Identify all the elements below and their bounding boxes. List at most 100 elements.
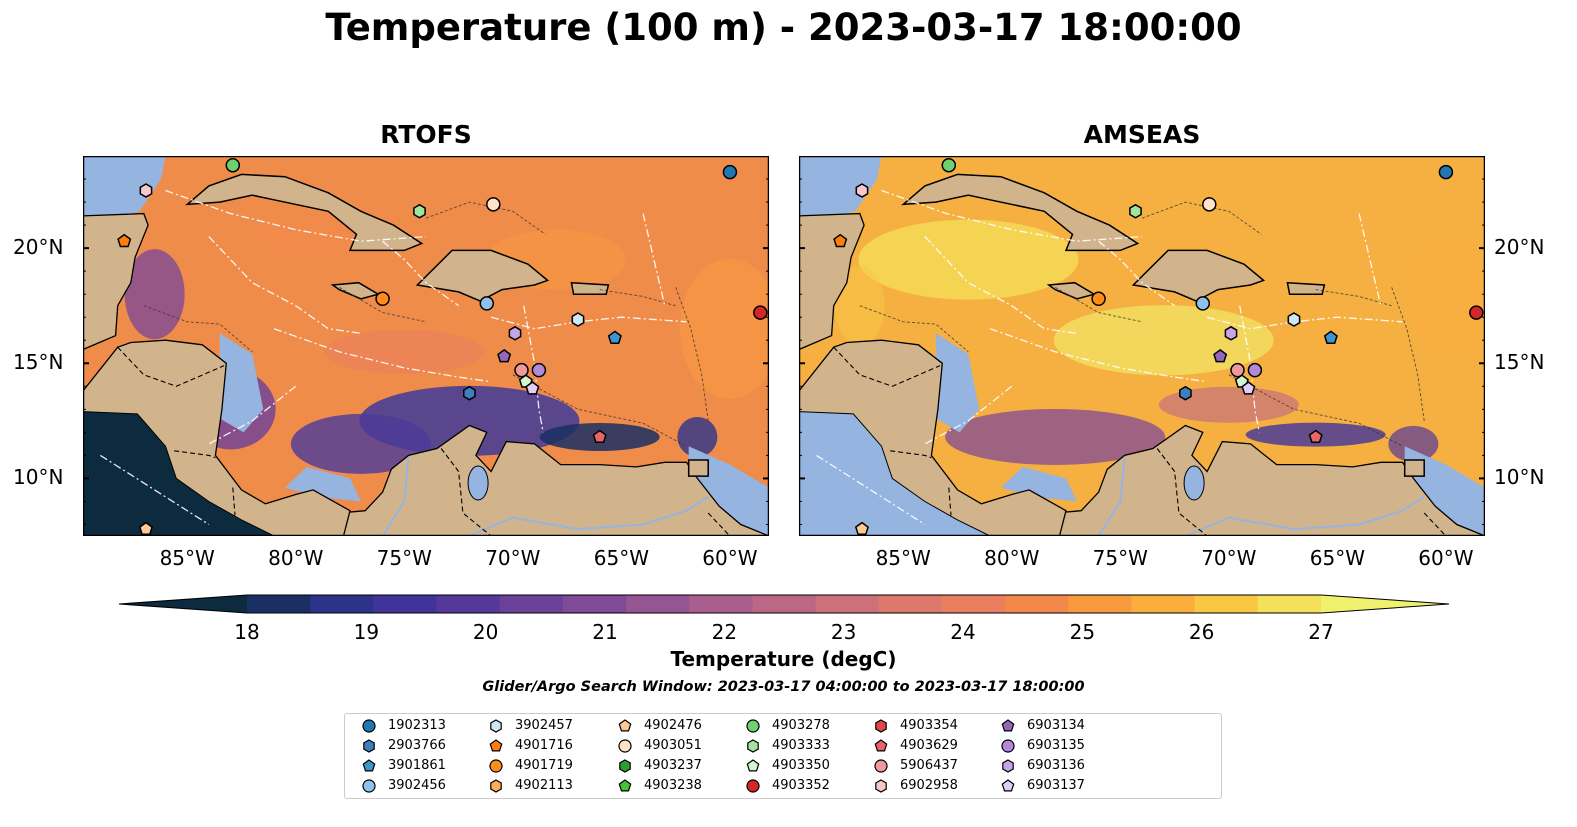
y-tick-label-left: 15°N <box>13 350 64 375</box>
legend-label: 4903354 <box>900 718 958 733</box>
land-cuba <box>184 173 424 252</box>
float-marker-6903137 <box>525 381 540 395</box>
x-tick-label: 60°W <box>1418 546 1474 570</box>
land-jamaica <box>1046 281 1097 300</box>
colorbar-tick-label: 22 <box>711 620 738 644</box>
legend-label: 4903238 <box>644 778 702 793</box>
legend-marker-icon <box>618 719 632 732</box>
land-puertorico <box>1286 281 1326 295</box>
legend-marker-icon <box>874 759 888 773</box>
float-marker-1902313 <box>722 164 738 180</box>
colorbar-min-extend <box>119 595 247 613</box>
float-marker-4903278 <box>941 157 957 173</box>
colorbar-tick-label: 27 <box>1308 620 1334 644</box>
legend-label: 4902476 <box>644 718 702 733</box>
legend-label: 3902456 <box>388 778 446 793</box>
float-marker-4903051 <box>486 197 501 212</box>
colorbar-max-extend <box>1321 595 1449 613</box>
float-marker-6903134 <box>1213 348 1228 363</box>
legend-label: 5906437 <box>900 758 958 773</box>
colorbar-segment <box>1194 595 1259 613</box>
float-marker-3901861 <box>607 330 622 344</box>
land-jamaica <box>330 281 381 300</box>
legend-marker-icon <box>363 739 375 753</box>
float-marker-4903278 <box>225 157 241 173</box>
land-hispaniola <box>415 249 550 302</box>
legend-label: 6903137 <box>1027 778 1085 793</box>
float-marker-2903766 <box>1179 385 1192 401</box>
float-marker-4902476 <box>854 521 869 536</box>
land-yucatan <box>83 212 149 351</box>
land-south-america <box>1032 424 1485 536</box>
colorbar-segment <box>247 595 311 613</box>
legend-marker-icon <box>1002 759 1014 773</box>
legend-marker-icon <box>875 779 887 793</box>
land-south-america <box>316 424 769 536</box>
colorbar-segment <box>562 595 627 613</box>
legend-marker-icon <box>746 779 760 793</box>
float-marker-3901861 <box>1323 330 1338 344</box>
colorbar-label: Temperature (degC) <box>670 647 897 671</box>
legend-marker-icon <box>619 759 631 773</box>
legend-marker-icon <box>746 719 760 733</box>
float-marker-4901716 <box>117 233 132 248</box>
float-marker-4901719 <box>1091 291 1106 307</box>
colorbar-tick-label: 25 <box>1069 620 1096 644</box>
float-marker-5906437 <box>514 362 529 378</box>
float-marker-4903629 <box>1308 429 1323 443</box>
land-puertorico <box>570 281 610 295</box>
map-frame <box>799 156 1485 536</box>
colorbar-segment <box>373 595 438 613</box>
colorbar-segment <box>1131 595 1196 613</box>
legend-label: 6903136 <box>1027 758 1085 773</box>
float-marker-6903135 <box>1247 362 1263 378</box>
panel-title-amseas: AMSEAS <box>1083 120 1201 149</box>
legend-label: 4901716 <box>515 738 573 753</box>
float-marker-4903629 <box>592 429 607 443</box>
float-marker-6902958 <box>139 183 153 198</box>
land-trinidad <box>687 459 709 477</box>
legend-label: 4903352 <box>772 778 830 793</box>
legend-marker-icon <box>874 739 888 752</box>
y-tick-label-right: 20°N <box>1494 235 1545 260</box>
panel-title-rtofs: RTOFS <box>380 120 472 149</box>
colorbar-segment <box>878 595 943 613</box>
float-marker-4903051 <box>1202 197 1217 212</box>
legend-marker-icon <box>618 779 632 792</box>
float-marker-4901716 <box>833 233 848 248</box>
float-marker-2903766 <box>463 385 476 401</box>
colorbar-segment <box>626 595 690 613</box>
y-tick-label-left: 10°N <box>13 465 64 490</box>
legend: 1902313 2903766 3901861 3902456 3902457 49017… <box>344 713 1222 799</box>
float-marker-6903137 <box>1241 381 1256 395</box>
legend-marker-icon <box>1001 739 1015 753</box>
y-tick-label-right: 10°N <box>1494 465 1545 490</box>
float-marker-6903134 <box>497 348 512 363</box>
legend-label: 4903051 <box>644 738 702 753</box>
float-marker-3902457 <box>1287 312 1301 327</box>
x-tick-label: 70°W <box>485 546 541 570</box>
legend-label: 6903135 <box>1027 738 1085 753</box>
legend-label: 4903350 <box>772 758 830 773</box>
x-tick-label: 70°W <box>1201 546 1257 570</box>
float-marker-4903352 <box>753 305 768 320</box>
colorbar-segment <box>941 595 1006 613</box>
x-tick-label: 75°W <box>376 546 432 570</box>
legend-marker-icon <box>1001 719 1015 732</box>
colorbar-segment <box>689 595 754 613</box>
float-marker-1902313 <box>1438 164 1454 180</box>
x-tick-label: 85°W <box>875 546 931 570</box>
legend-marker-icon <box>362 719 376 733</box>
land-hispaniola <box>1131 249 1266 302</box>
map-panel-amseas <box>799 156 1485 536</box>
legend-marker-icon <box>746 759 760 772</box>
colorbar-tick-label: 20 <box>472 620 499 644</box>
colorbar-segment <box>310 595 374 613</box>
colorbar <box>118 594 1450 614</box>
land-yucatan <box>799 212 865 351</box>
colorbar-segment <box>436 595 501 613</box>
land-trinidad <box>1403 459 1425 477</box>
float-marker-4902476 <box>138 521 153 536</box>
legend-marker-icon <box>1001 779 1015 792</box>
chart-title: Temperature (100 m) - 2023-03-17 18:00:0… <box>325 6 1242 49</box>
